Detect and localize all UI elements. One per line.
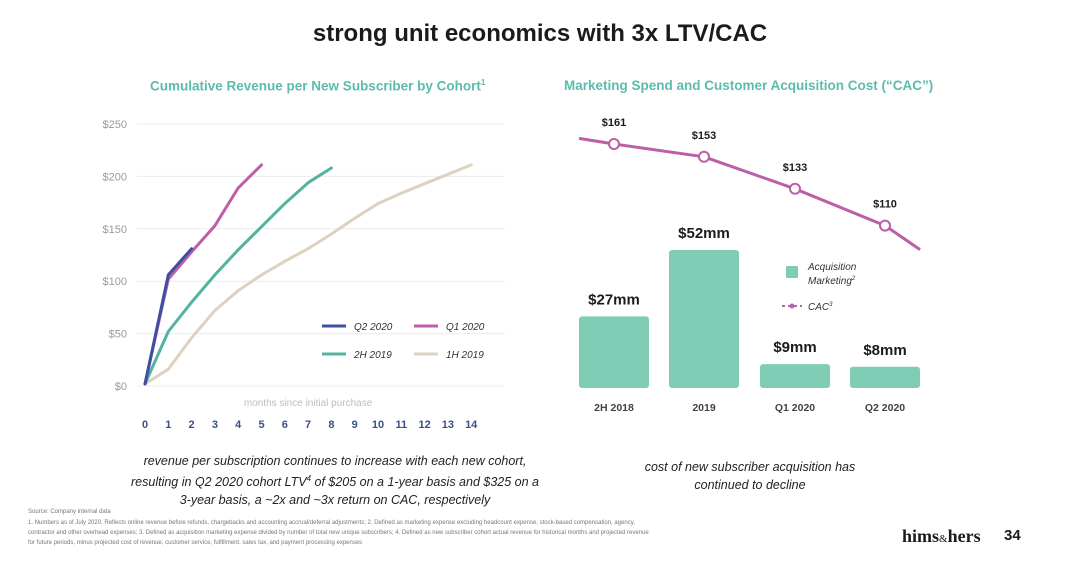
legend-label-h1: 1H 2019 xyxy=(446,350,484,361)
series-line-q2 xyxy=(143,247,194,386)
x-category-label-0: 2H 2018 xyxy=(594,402,634,414)
bar-value-label-2: $9mm xyxy=(773,339,816,356)
x-category-label-1: 2019 xyxy=(692,402,716,414)
left-chart-title-footnote: 1 xyxy=(480,78,486,87)
x-tick-label-12: 12 xyxy=(418,419,430,431)
x-tick-label-3: 3 xyxy=(212,419,218,431)
series-line-q1 xyxy=(143,163,263,386)
bar-1 xyxy=(669,250,739,388)
brand-right: hers xyxy=(947,526,981,546)
brand-logo: hims&hers xyxy=(902,526,981,547)
ltv-footnote: 4 xyxy=(306,474,312,483)
legend-cac-marker xyxy=(789,303,795,309)
legend-cac-footnote: 3 xyxy=(829,302,833,308)
x-tick-label-13: 13 xyxy=(442,419,454,431)
y-tick-label-2: $100 xyxy=(103,276,127,288)
cac-point-0 xyxy=(608,138,620,150)
series-line-h2 xyxy=(143,166,333,386)
y-tick-label-0: $0 xyxy=(115,381,127,393)
legend-label-q1: Q1 2020 xyxy=(446,322,485,333)
bar-0 xyxy=(579,316,649,388)
x-category-label-2: Q1 2020 xyxy=(775,402,815,414)
cac-value-label-1: $153 xyxy=(692,130,716,142)
y-tick-label-1: $50 xyxy=(109,329,127,341)
series-line-h1 xyxy=(143,163,473,386)
brand-ampersand: & xyxy=(939,533,948,545)
x-category-label-3: Q2 2020 xyxy=(865,402,905,414)
legend-label-h2: 2H 2019 xyxy=(353,350,392,361)
left-caption-line-2-post: of $205 on a 1-year basis and $325 on a xyxy=(311,475,539,490)
cac-value-label-0: $161 xyxy=(602,117,626,129)
bar-2 xyxy=(760,364,830,388)
bar-3 xyxy=(850,366,920,388)
x-tick-label-1: 1 xyxy=(165,419,171,431)
cac-point-3 xyxy=(879,219,891,232)
x-tick-label-10: 10 xyxy=(372,419,384,431)
x-tick-label-7: 7 xyxy=(305,419,311,431)
cac-value-label-3: $110 xyxy=(873,199,897,211)
cumulative-revenue-chart: $0 $50 $100 $150 $200 $250 months since initia… xyxy=(103,119,505,431)
x-tick-label-2: 2 xyxy=(189,419,195,431)
bar-value-label-1: $52mm xyxy=(678,225,730,242)
legend-label-q2: Q2 2020 xyxy=(354,322,393,333)
x-tick-label-5: 5 xyxy=(258,419,264,431)
y-tick-label-3: $150 xyxy=(103,224,127,236)
brand-left: hims xyxy=(902,526,940,546)
bar-value-label-0: $27mm xyxy=(588,291,640,308)
left-chart-title-text: Cumulative Revenue per New Subscriber by… xyxy=(150,78,481,94)
right-caption-line-2: continued to decline xyxy=(694,478,806,492)
x-tick-label-9: 9 xyxy=(352,419,358,431)
x-axis-title: months since initial purchase xyxy=(244,398,373,409)
legend-bar-line2-text: Marketing xyxy=(808,276,852,287)
x-tick-label-6: 6 xyxy=(282,419,288,431)
right-chart-caption: cost of new subscriber acquisition has c… xyxy=(600,458,900,494)
cac-line xyxy=(578,136,921,251)
left-chart-title: Cumulative Revenue per New Subscriber by… xyxy=(150,78,485,94)
x-tick-label-14: 14 xyxy=(465,419,478,431)
legend-bar-line2: Marketing2 xyxy=(808,276,856,287)
left-chart-caption: revenue per subscription continues to in… xyxy=(95,452,575,509)
bar-value-label-3: $8mm xyxy=(863,342,906,359)
legend-bar-line1: Acquisition xyxy=(807,262,857,273)
footnote-3: for future periods, minus projected cost… xyxy=(28,540,363,546)
cac-point-1 xyxy=(698,150,710,163)
x-tick-label-4: 4 xyxy=(235,419,242,431)
left-caption-line-2: resulting in Q2 2020 cohort LTV4 of $205… xyxy=(95,470,575,491)
marketing-cac-chart: $27mm 2H 2018 $52mm 2019 $9mm Q1 2020 $8mm Q2 2… xyxy=(578,117,921,414)
legend-cac-label: CAC3 xyxy=(808,302,833,313)
x-tick-label-0: 0 xyxy=(142,419,148,431)
cac-point-2 xyxy=(789,182,801,195)
footnote-source: Source: Company internal data xyxy=(28,509,111,515)
y-tick-label-5: $250 xyxy=(103,119,127,131)
x-tick-label-8: 8 xyxy=(328,419,334,431)
x-tick-label-11: 11 xyxy=(395,419,407,431)
y-tick-label-4: $200 xyxy=(103,171,127,183)
left-caption-line-3: 3-year basis, a ~2x and ~3x return on CA… xyxy=(179,493,491,508)
left-caption-line-2-pre: resulting in Q2 2020 cohort LTV xyxy=(131,475,307,490)
footnote-2: contractor and other overhead expenses; … xyxy=(28,530,649,536)
legend-bar-swatch xyxy=(786,266,798,278)
page-number: 34 xyxy=(1004,527,1021,544)
right-caption-line-1: cost of new subscriber acquisition has xyxy=(644,460,856,474)
left-caption-line-1: revenue per subscription continues to in… xyxy=(143,454,527,468)
right-chart-title: Marketing Spend and Customer Acquisition… xyxy=(564,78,934,93)
cac-value-label-2: $133 xyxy=(783,162,807,174)
legend-cac-text: CAC xyxy=(808,302,830,313)
legend-bar-footnote: 2 xyxy=(851,276,856,282)
footnote-1: 1. Numbers as of July 2020. Reflects onl… xyxy=(28,520,635,526)
page-title: strong unit economics with 3x LTV/CAC xyxy=(312,20,768,47)
